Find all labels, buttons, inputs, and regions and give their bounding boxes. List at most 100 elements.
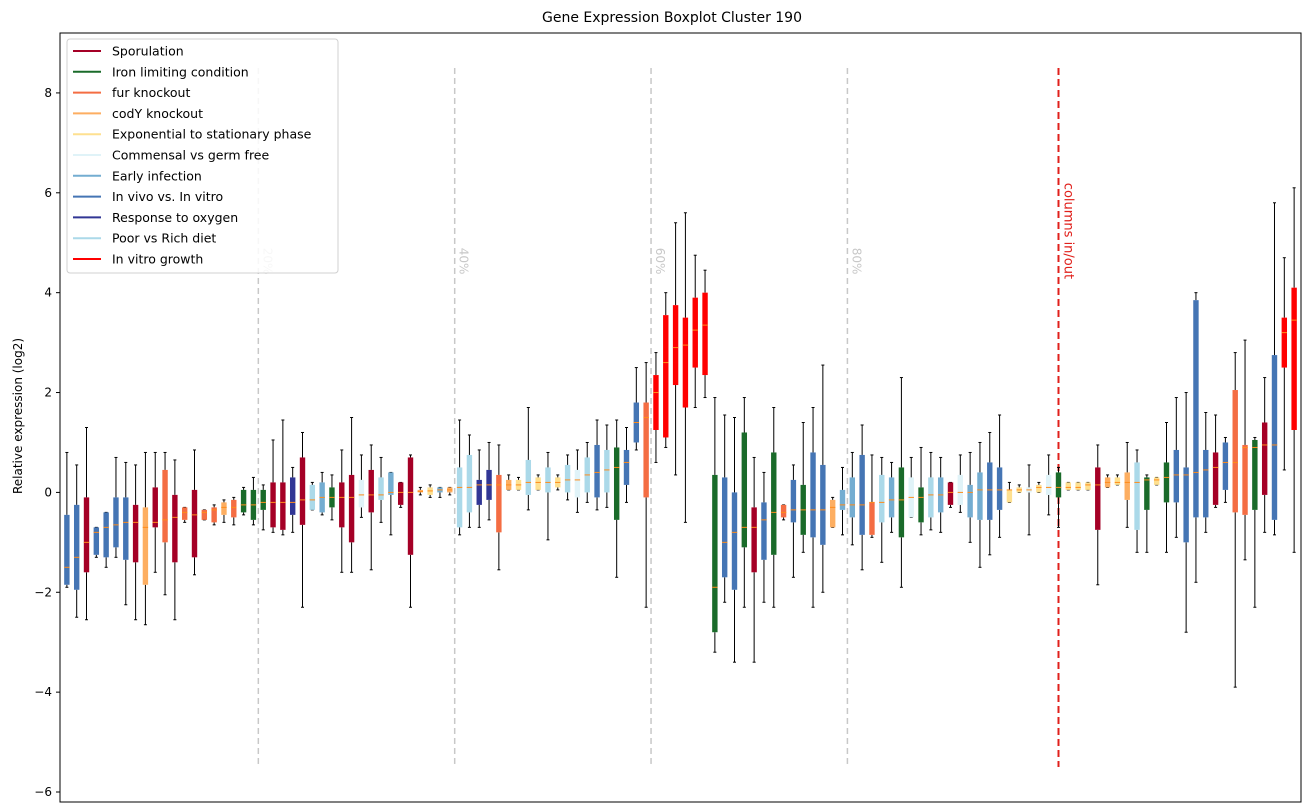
boxes	[64, 187, 1297, 688]
box-body	[888, 477, 895, 518]
box-17	[221, 499, 227, 523]
legend-item: Sporulation	[73, 44, 184, 59]
box-105	[1085, 481, 1091, 491]
box-13	[181, 506, 188, 523]
box-83	[869, 454, 875, 538]
box-30	[348, 417, 355, 573]
legend-label: Exponential to stationary phase	[112, 127, 312, 142]
y-tick-label: 6	[44, 186, 52, 200]
box-66	[702, 269, 708, 399]
box-55	[594, 419, 600, 511]
box-body	[702, 292, 708, 376]
box-body	[947, 482, 954, 505]
box-body	[1222, 442, 1229, 490]
box-27	[319, 471, 325, 516]
box-84	[879, 456, 885, 563]
box-body	[1163, 462, 1170, 503]
box-28	[329, 474, 335, 521]
legend-label: Response to oxygen	[112, 210, 238, 225]
box-body	[1203, 449, 1209, 518]
box-95	[987, 431, 993, 556]
box-97	[1006, 481, 1013, 503]
legend-item: Commensal vs germ free	[73, 148, 269, 163]
legend-label: codY knockout	[112, 106, 203, 121]
legend-item: Exponential to stationary phase	[73, 127, 312, 142]
box-103	[1065, 481, 1072, 491]
box-115	[1183, 392, 1189, 633]
box-body	[132, 504, 139, 563]
box-26	[309, 481, 316, 511]
percentile-label: 60%	[653, 248, 667, 275]
legend: Sporulation Iron limiting condition fur kn…	[66, 38, 339, 274]
box-82	[859, 424, 865, 571]
box-body	[348, 474, 355, 543]
box-body	[1134, 462, 1140, 530]
box-body	[741, 432, 748, 548]
box-120	[1232, 352, 1238, 688]
y-tick-label: −4	[34, 685, 52, 699]
box-body	[397, 482, 404, 505]
box-65	[692, 254, 698, 409]
box-body	[152, 487, 158, 528]
box-64	[682, 212, 689, 523]
box-14	[191, 449, 198, 576]
box-87	[908, 456, 914, 518]
box-8	[132, 464, 139, 621]
percentile-label: 80%	[849, 248, 863, 275]
box-body	[1075, 482, 1081, 490]
box-body	[771, 452, 777, 555]
box-108	[1114, 474, 1121, 486]
legend-item: Response to oxygen	[73, 210, 238, 225]
box-body	[761, 502, 767, 560]
box-77	[810, 407, 816, 608]
box-body	[839, 489, 846, 510]
box-32	[368, 444, 374, 571]
box-body	[977, 472, 983, 520]
chart-title: Gene Expression Boxplot Cluster 190	[542, 10, 802, 26]
legend-label: In vivo vs. In vitro	[112, 189, 223, 204]
percentile-label: 40%	[457, 248, 471, 275]
box-body	[869, 502, 875, 535]
box-body	[339, 482, 345, 528]
box-15	[201, 509, 208, 521]
box-104	[1075, 481, 1081, 491]
box-51	[555, 474, 561, 491]
box-43	[476, 449, 482, 528]
box-body	[280, 482, 286, 530]
legend-label: Iron limiting condition	[112, 64, 249, 79]
legend-item: Iron limiting condition	[73, 64, 249, 79]
box-body	[466, 454, 473, 513]
y-axis: −6 −4 −2 0 2 4 6 8	[34, 86, 60, 799]
box-36	[407, 454, 414, 608]
box-body	[260, 489, 266, 510]
box-body	[712, 474, 718, 633]
box-33	[378, 456, 384, 523]
box-body	[1036, 484, 1042, 493]
box-6	[113, 456, 119, 558]
box-9	[142, 451, 149, 626]
box-body	[790, 479, 797, 523]
box-101	[1045, 454, 1052, 516]
box-body	[535, 477, 541, 490]
box-body	[721, 477, 728, 578]
box-body	[879, 474, 885, 523]
box-58	[623, 426, 630, 503]
box-body	[780, 504, 787, 518]
box-75	[790, 464, 797, 578]
y-tick-label: 0	[44, 485, 52, 499]
legend-label: Early infection	[112, 168, 202, 183]
box-121	[1242, 339, 1248, 561]
box-body	[918, 487, 924, 523]
y-tick-label: −6	[34, 785, 52, 799]
box-body	[574, 469, 581, 498]
box-94	[977, 441, 983, 568]
box-116	[1193, 292, 1199, 583]
box-109	[1124, 441, 1130, 528]
box-body	[181, 507, 188, 520]
box-21	[260, 484, 266, 531]
box-body	[289, 477, 296, 515]
box-88	[918, 446, 924, 536]
legend-box	[66, 38, 339, 274]
box-48	[525, 407, 532, 511]
